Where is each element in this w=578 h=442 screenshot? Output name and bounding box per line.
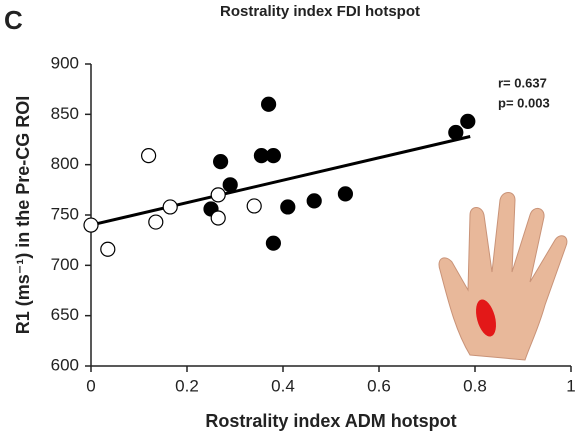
point [460, 113, 476, 129]
y-tick-label: 850 [51, 104, 79, 123]
point [210, 187, 226, 203]
y-tick-label: 750 [51, 204, 79, 223]
y-tick-label: 900 [51, 53, 79, 72]
x-tick-label: 0.6 [367, 376, 391, 395]
point [213, 154, 229, 170]
point [148, 214, 164, 230]
point [246, 198, 262, 214]
hand [438, 192, 568, 361]
chart-title: Rostrality index FDI hotspot [220, 3, 420, 20]
y-axis-label: R1 (ms⁻¹) in the Pre-CG ROI [13, 96, 33, 335]
point [100, 241, 116, 257]
hotspot [476, 299, 496, 337]
x-tick-label: 0.2 [175, 376, 199, 395]
x-axis-label: Rostrality index ADM hotspot [205, 411, 456, 431]
x-tick-label: 0.8 [463, 376, 487, 395]
point [306, 193, 322, 209]
point [210, 210, 226, 226]
point [141, 148, 157, 164]
point [265, 148, 281, 164]
x-tick-label: 0.4 [271, 376, 295, 395]
y-tick-label: 800 [51, 154, 79, 173]
y-tick-label: 600 [51, 355, 79, 374]
point [222, 177, 238, 193]
annotation: p= 0.003 [498, 95, 550, 110]
point [337, 186, 353, 202]
point [265, 235, 281, 251]
x-tick-label: 1 [566, 376, 575, 395]
regression-line [90, 135, 471, 227]
hand-illustration [438, 192, 568, 361]
x-tick-label: 0 [86, 376, 95, 395]
point [162, 199, 178, 215]
point [261, 96, 277, 112]
y-tick-label: 650 [51, 305, 79, 324]
point [280, 199, 296, 215]
point [83, 217, 99, 233]
panel-label: C [4, 5, 23, 35]
annotation: r= 0.637 [498, 75, 547, 90]
y-tick-label: 700 [51, 255, 79, 274]
point [448, 124, 464, 141]
